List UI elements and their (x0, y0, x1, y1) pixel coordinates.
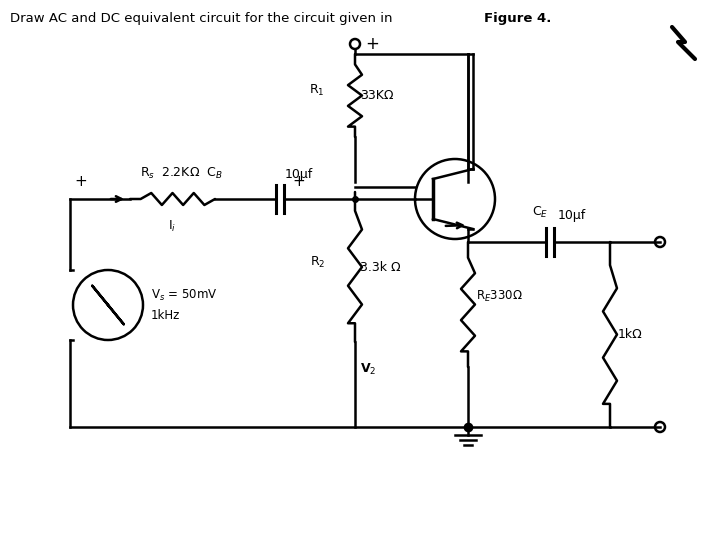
Text: Figure 4.: Figure 4. (484, 12, 552, 25)
Text: 33KΩ: 33KΩ (360, 89, 394, 102)
Text: 10μf: 10μf (285, 168, 313, 181)
Text: C$_E$: C$_E$ (532, 205, 548, 220)
Text: R$_1$: R$_1$ (310, 83, 325, 98)
Text: 10μf: 10μf (558, 209, 587, 222)
Text: R$_E$330Ω: R$_E$330Ω (476, 289, 523, 304)
Text: V$_2$: V$_2$ (360, 362, 376, 377)
Text: +: + (292, 174, 304, 189)
Text: +: + (365, 35, 379, 53)
Circle shape (655, 237, 665, 247)
Text: 1kHz: 1kHz (151, 309, 181, 321)
Text: 1kΩ: 1kΩ (618, 328, 643, 341)
Circle shape (655, 422, 665, 432)
Text: R$_s$  2.2KΩ  C$_B$: R$_s$ 2.2KΩ C$_B$ (140, 166, 223, 181)
Text: 3.3k Ω: 3.3k Ω (360, 261, 401, 273)
Text: I$_i$: I$_i$ (168, 219, 177, 234)
Text: R$_2$: R$_2$ (310, 255, 325, 270)
Text: +: + (74, 174, 87, 189)
Text: V$_s$ = 50mV: V$_s$ = 50mV (151, 287, 218, 302)
Text: Draw AC and DC equivalent circuit for the circuit given in: Draw AC and DC equivalent circuit for th… (10, 12, 397, 25)
